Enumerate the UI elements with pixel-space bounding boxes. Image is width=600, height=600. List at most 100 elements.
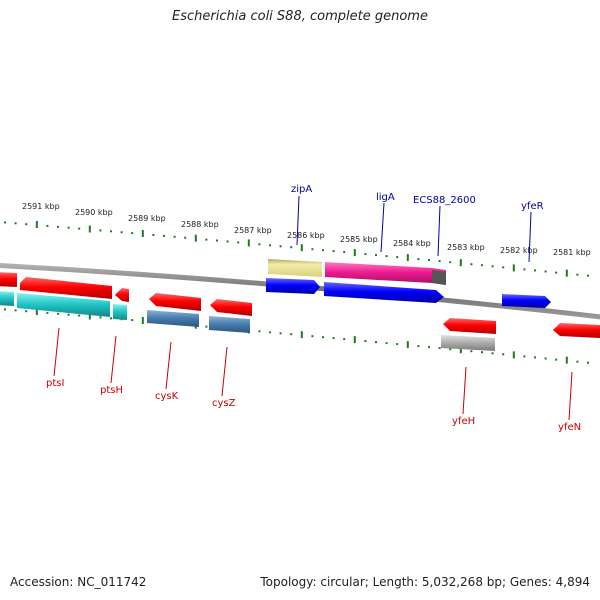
gene-feature[interactable] bbox=[441, 335, 495, 351]
gene-label-cysz[interactable]: cysZ bbox=[212, 398, 236, 409]
scale-tick-major bbox=[512, 351, 515, 359]
scale-tick-minor bbox=[523, 355, 526, 358]
gene-label-liga[interactable]: ligA bbox=[376, 192, 395, 203]
scale-tick-minor bbox=[67, 313, 70, 316]
scale-tick-minor bbox=[523, 268, 526, 271]
gene-feature-rna[interactable] bbox=[0, 291, 14, 306]
gene-feature[interactable] bbox=[502, 294, 551, 308]
scale-tick-major bbox=[565, 269, 568, 277]
scale-label: 2587 kbp bbox=[234, 226, 272, 235]
gene-feature[interactable] bbox=[210, 299, 252, 316]
gene-feature[interactable] bbox=[324, 282, 444, 303]
scale-label: 2581 kbp bbox=[553, 248, 591, 257]
scale-tick-minor bbox=[417, 345, 420, 348]
scale-tick-minor bbox=[491, 265, 494, 268]
scale-tick-major bbox=[353, 249, 356, 257]
scale-tick-minor bbox=[375, 254, 377, 257]
scale-tick-major bbox=[406, 254, 409, 262]
scale-tick-minor bbox=[173, 235, 176, 238]
scale-tick-minor bbox=[364, 340, 367, 343]
scale-tick-minor bbox=[375, 341, 377, 344]
scale-tick-major bbox=[353, 336, 356, 344]
scale-tick-major bbox=[141, 317, 144, 324]
scale-tick-major bbox=[35, 308, 38, 315]
scale-tick-minor bbox=[544, 357, 547, 360]
scale-tick-minor bbox=[502, 353, 505, 356]
scale-tick-minor bbox=[449, 261, 452, 264]
scale-tick-major bbox=[512, 264, 515, 272]
scale-tick-minor bbox=[67, 226, 70, 229]
scale-tick-minor bbox=[322, 336, 324, 339]
gene-feature[interactable] bbox=[325, 262, 446, 285]
scale-tick-minor bbox=[364, 253, 367, 256]
gene-feature[interactable] bbox=[553, 323, 600, 338]
gene-feature[interactable] bbox=[266, 278, 320, 294]
gene-feature[interactable] bbox=[115, 288, 129, 302]
scale-tick-minor bbox=[99, 229, 102, 232]
strand-features-lower bbox=[0, 278, 600, 351]
scale-tick-minor bbox=[587, 274, 589, 277]
scale-tick-minor bbox=[78, 314, 81, 317]
scale-label: 2586 kbp bbox=[287, 231, 325, 240]
accession-text: Accession: NC_011742 bbox=[10, 575, 147, 589]
gene-feature[interactable] bbox=[147, 310, 199, 327]
scale-tick-minor bbox=[438, 347, 441, 350]
label-leaders bbox=[53, 195, 573, 421]
gene-feature[interactable] bbox=[443, 318, 496, 334]
gene-label-ptsh[interactable]: ptsH bbox=[100, 385, 123, 396]
scale-tick-minor bbox=[184, 236, 187, 239]
scale-tick-major bbox=[141, 230, 144, 237]
scale-tick-minor bbox=[311, 248, 314, 251]
scale-tick-minor bbox=[226, 240, 229, 243]
scale-tick-minor bbox=[205, 238, 208, 241]
scale-tick-minor bbox=[110, 317, 112, 320]
gene-label-cysk[interactable]: cysK bbox=[155, 391, 179, 402]
scale-tick-minor bbox=[279, 245, 282, 248]
gene-label-yfer[interactable]: yfeR bbox=[521, 201, 544, 212]
gene-feature[interactable] bbox=[209, 316, 250, 333]
scale-tick-minor bbox=[120, 231, 123, 234]
scale-tick-minor bbox=[237, 241, 240, 244]
scale-tick-minor bbox=[502, 266, 505, 269]
scale-tick-minor bbox=[279, 332, 282, 335]
gene-label-zipa[interactable]: zipA bbox=[291, 184, 312, 195]
gene-labels-top: zipA ligA ECS88_2600 yfeR bbox=[291, 184, 544, 212]
scale-label: 2591 kbp bbox=[22, 202, 60, 211]
scale-tick-major bbox=[88, 225, 91, 233]
scale-tick-minor bbox=[163, 234, 165, 237]
scale-tick-minor bbox=[269, 244, 271, 247]
scale-tick-major bbox=[406, 341, 409, 349]
map-title: Escherichia coli S88, complete genome bbox=[172, 9, 428, 24]
gene-feature-rna[interactable] bbox=[268, 259, 322, 277]
scale-tick-minor bbox=[216, 239, 218, 242]
scale-ring-inner bbox=[4, 308, 589, 364]
scale-tick-minor bbox=[99, 316, 102, 319]
scale-tick-minor bbox=[396, 256, 399, 259]
gene-feature-rna[interactable] bbox=[113, 304, 127, 320]
scale-tick-minor bbox=[385, 342, 388, 345]
scale-tick-minor bbox=[46, 311, 49, 314]
scale-tick-minor bbox=[417, 258, 420, 261]
scale-tick-minor bbox=[385, 255, 388, 258]
scale-ring-outer bbox=[4, 221, 589, 277]
genome-summary-text: Topology: circular; Length: 5,032,268 bp… bbox=[260, 575, 590, 589]
scale-tick-minor bbox=[481, 264, 483, 267]
gene-label-yfen[interactable]: yfeN bbox=[558, 422, 581, 433]
gene-feature[interactable] bbox=[432, 270, 446, 285]
gene-feature[interactable] bbox=[20, 277, 112, 299]
gene-label-yfeh[interactable]: yfeH bbox=[452, 416, 475, 427]
gene-label-ptsi[interactable]: ptsI bbox=[46, 378, 64, 389]
scale-tick-major bbox=[247, 239, 250, 247]
scale-tick-minor bbox=[576, 360, 579, 363]
scale-tick-major bbox=[300, 244, 303, 252]
gene-feature[interactable] bbox=[0, 272, 17, 287]
gene-label-ecs88-2600[interactable]: ECS88_2600 bbox=[413, 195, 476, 206]
scale-tick-minor bbox=[428, 346, 430, 349]
scale-tick-minor bbox=[269, 331, 271, 334]
scale-tick-minor bbox=[311, 335, 314, 338]
gene-feature-rna[interactable] bbox=[17, 293, 110, 317]
scale-tick-minor bbox=[481, 351, 483, 354]
gene-feature[interactable] bbox=[149, 293, 201, 311]
scale-tick-minor bbox=[205, 325, 208, 328]
scale-tick-major bbox=[459, 346, 462, 354]
